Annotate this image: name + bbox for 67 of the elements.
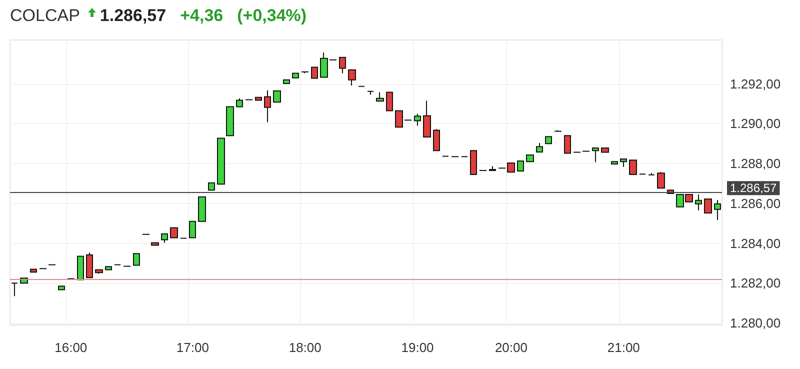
text: 1.286,57: [100, 6, 166, 26]
candlestick: [311, 66, 318, 79]
y-tick-label: 1.292,00: [730, 76, 781, 92]
candlestick: [283, 79, 290, 84]
candlestick: [526, 154, 534, 162]
text: +4,36: [180, 6, 224, 26]
candlestick: [339, 56, 346, 74]
x-tick-label: 18:00: [288, 340, 322, 355]
candlestick: [704, 198, 712, 214]
candlestick: [58, 286, 65, 290]
candlestick: [470, 150, 477, 176]
candlestick: [611, 161, 618, 164]
candlestick: [348, 69, 356, 86]
candlestick: [30, 268, 37, 273]
candlestick: [386, 92, 393, 112]
candlestick: [620, 158, 627, 168]
x-tick-label: 16:00: [54, 340, 88, 355]
x-tick-label: 17:00: [176, 340, 209, 355]
candlestick: [695, 194, 702, 211]
candlestick: [77, 256, 84, 280]
candlestick: [367, 90, 374, 96]
candlestick: [151, 242, 159, 246]
y-tick-label: 1.288,00: [730, 156, 781, 172]
x-tick-label: 20:00: [494, 340, 528, 355]
y-tick-label: 1.284,00: [730, 236, 781, 251]
candlestick: [376, 92, 384, 102]
candlestick: [301, 71, 309, 74]
candlestick: [292, 72, 299, 78]
candlestick: [414, 113, 421, 126]
y-tick-label: 1.290,00: [730, 116, 781, 132]
candlestick: [255, 96, 262, 101]
text: (+0,34%): [237, 6, 307, 26]
candlestick: [714, 200, 721, 220]
candlestick: [592, 148, 599, 163]
candlestick: [629, 160, 637, 176]
candlestick: [423, 100, 431, 138]
x-tick-label: 21:00: [607, 340, 640, 355]
candlestick: [273, 90, 281, 103]
candlestick: [264, 90, 271, 123]
candlestick: [536, 142, 543, 153]
candlestick: [545, 136, 552, 144]
candlestick: [236, 98, 243, 108]
y-tick-label: 1.282,00: [730, 276, 781, 291]
y-tick-label: 1.286,00: [730, 196, 781, 211]
candlestick: [133, 253, 140, 266]
candlestick: [86, 252, 93, 278]
candlestick: [648, 172, 655, 176]
candlestick: [105, 266, 112, 270]
candlestick: [95, 269, 103, 274]
candlestick: [657, 172, 665, 189]
chart-title: COLCAP: [10, 6, 80, 26]
candlestick: [489, 166, 496, 172]
candlestick: [601, 148, 609, 153]
candlestick: [170, 227, 178, 238]
ref-line-label: 1.286,57: [730, 181, 778, 196]
candlestick: [198, 196, 206, 222]
candlestick: [564, 135, 571, 154]
candlestick: [161, 233, 168, 244]
x-tick-label: 19:00: [401, 340, 434, 355]
candlestick: [226, 106, 234, 136]
candlestick: [517, 160, 524, 172]
candlestick: [11, 282, 18, 297]
candlestick: [433, 128, 440, 152]
candlestick: [217, 138, 225, 185]
y-tick-label: 1.280,00: [730, 316, 781, 331]
candlestick: [189, 220, 196, 238]
candlestick: [208, 182, 215, 191]
